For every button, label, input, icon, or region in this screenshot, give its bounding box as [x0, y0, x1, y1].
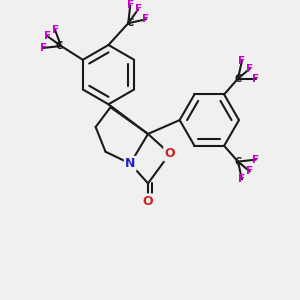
Text: N: N	[125, 157, 135, 170]
Text: C: C	[56, 41, 63, 51]
Text: O: O	[164, 147, 175, 160]
Text: F: F	[252, 154, 259, 165]
Text: F: F	[238, 174, 245, 184]
Text: F: F	[246, 64, 254, 74]
Text: F: F	[142, 14, 150, 24]
Text: F: F	[40, 43, 47, 53]
Text: O: O	[143, 195, 153, 208]
Text: F: F	[44, 31, 51, 41]
Text: C: C	[234, 74, 242, 84]
Text: F: F	[127, 0, 134, 11]
Text: C: C	[127, 18, 134, 28]
Text: F: F	[238, 56, 245, 66]
Text: C: C	[234, 157, 242, 166]
Text: F: F	[246, 167, 254, 176]
Text: F: F	[135, 4, 142, 14]
Text: F: F	[252, 74, 259, 84]
Text: F: F	[52, 25, 59, 35]
